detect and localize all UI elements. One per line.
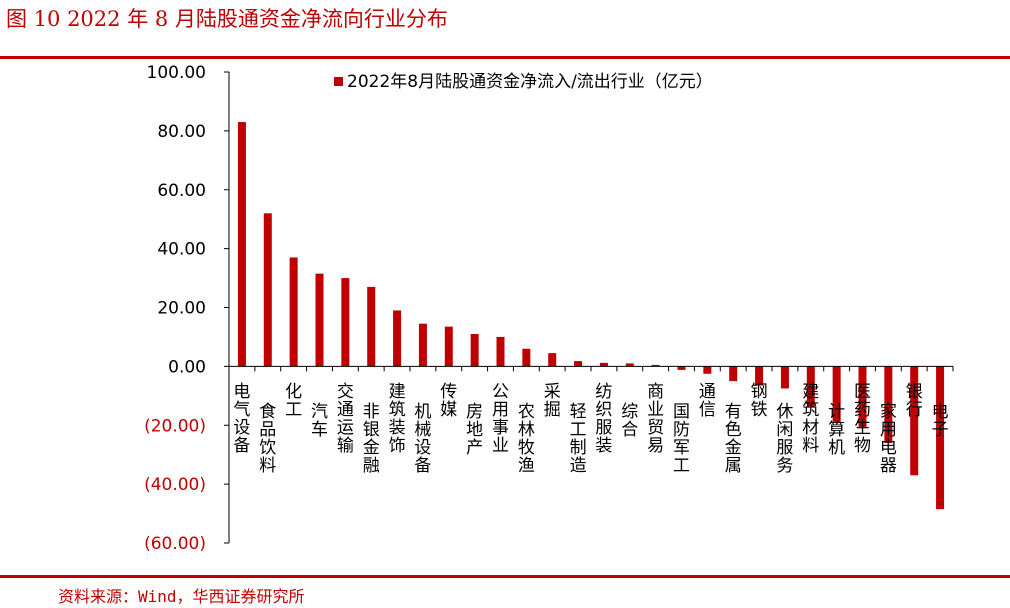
bars: [237, 122, 945, 510]
legend-label: 2022年8月陆股通资金净流入/流出行业（亿元）: [347, 72, 713, 92]
bar: [703, 366, 712, 374]
bar: [444, 326, 453, 367]
bar: [315, 273, 324, 367]
bar: [625, 363, 634, 367]
y-tick-label: (40.00): [144, 475, 206, 495]
y-tick-label: 20.00: [157, 299, 206, 319]
top-rule: [0, 56, 1010, 59]
bar: [729, 366, 738, 382]
x-tick-label: 国防军工: [673, 402, 690, 476]
bar: [548, 353, 557, 367]
bar: [936, 366, 945, 510]
bar: [522, 348, 531, 367]
x-tick-label: 医药生物: [854, 382, 871, 456]
y-tick-label: 100.00: [147, 63, 206, 83]
y-tick-label: 60.00: [157, 181, 206, 201]
bar: [367, 286, 376, 367]
bar: [858, 366, 867, 429]
bottom-rule: [0, 575, 1010, 578]
x-tick-label: 电子: [932, 402, 949, 440]
source-note: 资料来源：Wind，华西证券研究所: [58, 587, 305, 606]
y-tick-label: 80.00: [157, 122, 206, 142]
bar: [341, 278, 350, 367]
x-tick-label: 农林牧渔: [518, 402, 535, 476]
x-tick-label: 食品饮料: [259, 402, 276, 476]
bar: [884, 366, 893, 443]
x-tick-label: 交通运输: [337, 382, 354, 456]
axes: [228, 72, 954, 543]
x-tick-label: 建筑装饰: [389, 382, 406, 456]
x-tick-label: 商业贸易: [647, 382, 664, 456]
x-tick-label: 建筑材料: [802, 382, 819, 456]
x-tick-label: 传媒: [440, 382, 457, 420]
x-tick-label: 纺织服装: [595, 382, 612, 456]
bar: [599, 362, 608, 367]
bar: [910, 366, 919, 476]
x-tick-label: 休闲服务: [776, 402, 793, 476]
bar: [237, 122, 246, 367]
x-tick-label: 通信: [699, 382, 716, 420]
bar: [393, 310, 402, 367]
x-tick-label: 电气设备: [233, 382, 250, 456]
legend: 2022年8月陆股通资金净流入/流出行业（亿元）: [334, 72, 713, 92]
x-tick-label: 轻工制造: [570, 402, 587, 476]
bar: [780, 366, 789, 389]
x-tick-label: 综合: [621, 402, 638, 440]
bar: [418, 323, 427, 367]
bar: [755, 366, 764, 386]
y-tick-label: 40.00: [157, 240, 206, 260]
x-tick-label: 房地产: [466, 402, 483, 458]
bar: [574, 361, 583, 367]
x-tick-label: 有色金属: [725, 402, 742, 476]
y-tick-label: (20.00): [144, 416, 206, 436]
x-tick-label: 家用电器: [880, 402, 897, 476]
bar: [263, 213, 272, 367]
bar: [289, 257, 298, 367]
bar: [677, 366, 686, 370]
x-tick-label: 计算机: [828, 402, 845, 458]
bar-chart: 100.00 80.00 60.00 40.00 20.00 0.00 (20.00) (40…: [144, 63, 954, 554]
y-axis: 100.00 80.00 60.00 40.00 20.00 0.00 (20.00) (40…: [144, 63, 229, 554]
x-tick-label: 银行: [906, 382, 923, 420]
bar: [496, 336, 505, 367]
bar: [651, 364, 660, 367]
x-tick-label: 机械设备: [414, 402, 431, 476]
legend-swatch: [334, 77, 343, 86]
x-tick-label: 采掘: [544, 382, 561, 420]
x-tick-label: 汽车: [311, 402, 328, 440]
x-tick-label: 非银金融: [363, 402, 380, 476]
x-tick-label: 钢铁: [751, 382, 768, 420]
y-tick-label: (60.00): [144, 534, 206, 554]
x-tick-label: 化工: [285, 382, 302, 420]
y-tick-label: 0.00: [168, 357, 206, 377]
figure-title: 图 10 2022 年 8 月陆股通资金净流向行业分布: [6, 7, 448, 31]
bar: [806, 366, 815, 408]
bar: [832, 366, 841, 423]
x-tick-label: 公用事业: [492, 382, 509, 456]
bar: [470, 333, 479, 367]
